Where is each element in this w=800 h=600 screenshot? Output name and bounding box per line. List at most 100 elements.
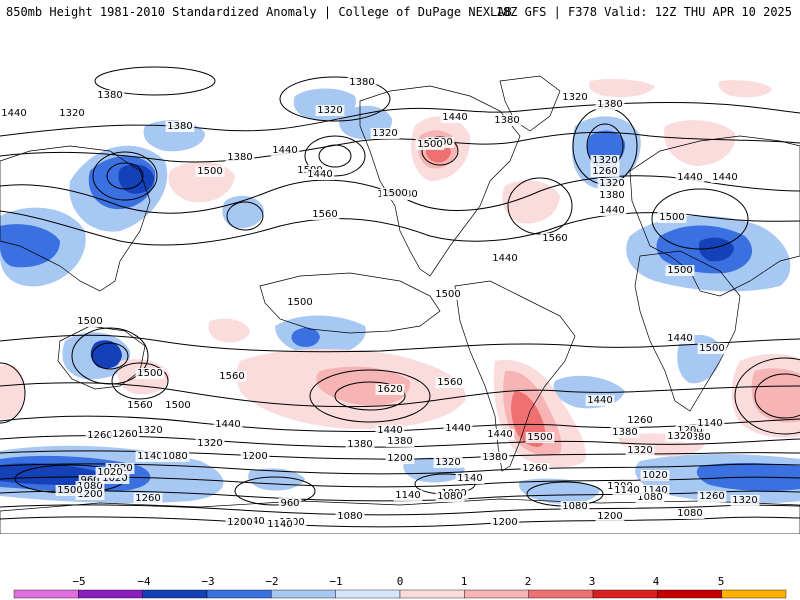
contour-label-bg — [213, 419, 243, 430]
contour-label-bg — [697, 343, 727, 354]
contour-label-bg — [560, 501, 590, 512]
contour-label: 1440 — [587, 395, 612, 406]
contour-label-bg — [675, 172, 705, 183]
contour-label-bg — [375, 425, 405, 436]
contour-label-bg — [135, 425, 165, 436]
contour-label: 1140 — [395, 490, 420, 501]
contour-label: 1260 — [112, 429, 137, 440]
positive-anomaly — [208, 318, 250, 343]
contour-label: 1620 — [377, 384, 402, 395]
contour-label-bg — [455, 473, 485, 484]
contour-label: 1500 — [57, 485, 82, 496]
contour-label-bg — [590, 155, 620, 166]
contour-closed — [754, 373, 800, 419]
contour-label-bg — [560, 92, 590, 103]
contour-label: 960 — [80, 475, 99, 486]
contour-label-bg — [278, 498, 302, 509]
contour-label: 1380 — [599, 190, 624, 201]
contour-label: 1200 — [242, 451, 267, 462]
positive-anomaly — [0, 364, 25, 420]
contour-label: 1140 — [697, 418, 722, 429]
colorbar-swatch — [142, 589, 208, 599]
negative-anomaly — [0, 224, 60, 268]
contour-label-bg — [285, 297, 315, 308]
contour-closed — [106, 162, 144, 190]
contour-label: 1500 — [137, 368, 162, 379]
contour-label: 1200 — [77, 489, 102, 500]
contour-label-bg — [0, 108, 29, 119]
contour-label-bg — [195, 438, 225, 449]
negative-anomaly — [275, 315, 366, 356]
positive-anomaly — [316, 366, 411, 406]
colorbar-swatch — [335, 589, 401, 599]
europe-asia-outline — [629, 135, 800, 297]
contour-closed — [304, 135, 366, 177]
contour-label-bg — [315, 105, 345, 116]
colorbar-tick-label: 3 — [589, 575, 596, 588]
contour-label: 1380 — [227, 152, 252, 163]
contour-label-bg — [657, 212, 687, 223]
contour-label-bg — [55, 485, 85, 496]
contour-closed — [71, 327, 149, 385]
contour-label-bg — [95, 467, 125, 478]
contour-closed — [94, 66, 216, 96]
contour-label-bg — [440, 112, 470, 123]
contour-label: 1440 — [307, 169, 332, 180]
contour-label: 1320 — [317, 105, 342, 116]
contour-closed — [92, 151, 158, 201]
negative-anomaly — [698, 237, 734, 262]
contour-label: 1560 — [127, 400, 152, 411]
contour-label-bg — [125, 400, 155, 411]
contour-label-bg — [375, 384, 405, 395]
contour-label-bg — [675, 508, 705, 519]
colorbar-tick-label: 5 — [718, 575, 725, 588]
contour-label: 1500 — [417, 139, 442, 150]
contour-label: 960 — [280, 498, 299, 509]
contour-label-bg — [75, 489, 105, 500]
contour-label-bg — [595, 99, 625, 110]
negative-anomaly — [90, 340, 122, 369]
contour-label: 1500 — [382, 188, 407, 199]
contour-label-bg — [163, 400, 193, 411]
contour-label: 1020 — [642, 470, 667, 481]
colorbar-tick-label: 0 — [397, 575, 404, 588]
contour-closed — [0, 362, 26, 424]
contour-label: 1500 — [77, 316, 102, 327]
colorbar-swatch — [528, 589, 594, 599]
contour-label: 1440 — [215, 419, 240, 430]
contour-label: 1260 — [592, 166, 617, 177]
contour-label-bg — [490, 517, 520, 528]
contour-closed — [111, 362, 169, 400]
contour-label-bg — [520, 463, 550, 474]
contour-label: 1500 — [659, 212, 684, 223]
contour-label: 1380 — [612, 427, 637, 438]
contour-label-bg — [640, 485, 670, 496]
contour-closed — [651, 188, 749, 250]
contour-closed — [334, 381, 406, 411]
contour-label: 1260 — [522, 463, 547, 474]
contour-label-bg — [265, 519, 295, 530]
contour-label-bg — [597, 178, 627, 189]
contour-label-bg — [165, 121, 195, 132]
contour-label-bg — [485, 429, 515, 440]
contour-label: 1080 — [337, 511, 362, 522]
contour-label: 1560 — [437, 377, 462, 388]
colorbar-tick-label: 2 — [525, 575, 532, 588]
contour-label-bg — [335, 511, 365, 522]
contour-label-bg — [490, 253, 520, 264]
contour-label: 1380 — [97, 90, 122, 101]
contour-label-bg — [57, 108, 87, 119]
contour-label-bg — [525, 432, 555, 443]
contour-label: 1380 — [482, 452, 507, 463]
contour-closed — [91, 342, 129, 370]
colorbar-tick-label: 1 — [461, 575, 468, 588]
contour-label-bg — [683, 432, 713, 443]
contour-label: 1020 — [102, 473, 127, 484]
contour-label-bg — [433, 289, 463, 300]
contour-label-bg — [697, 491, 727, 502]
run-valid-time: 18Z GFS | F378 Valid: 12Z THU APR 10 202… — [495, 5, 792, 19]
contour-label-bg — [597, 205, 627, 216]
contour-closed — [279, 76, 391, 122]
